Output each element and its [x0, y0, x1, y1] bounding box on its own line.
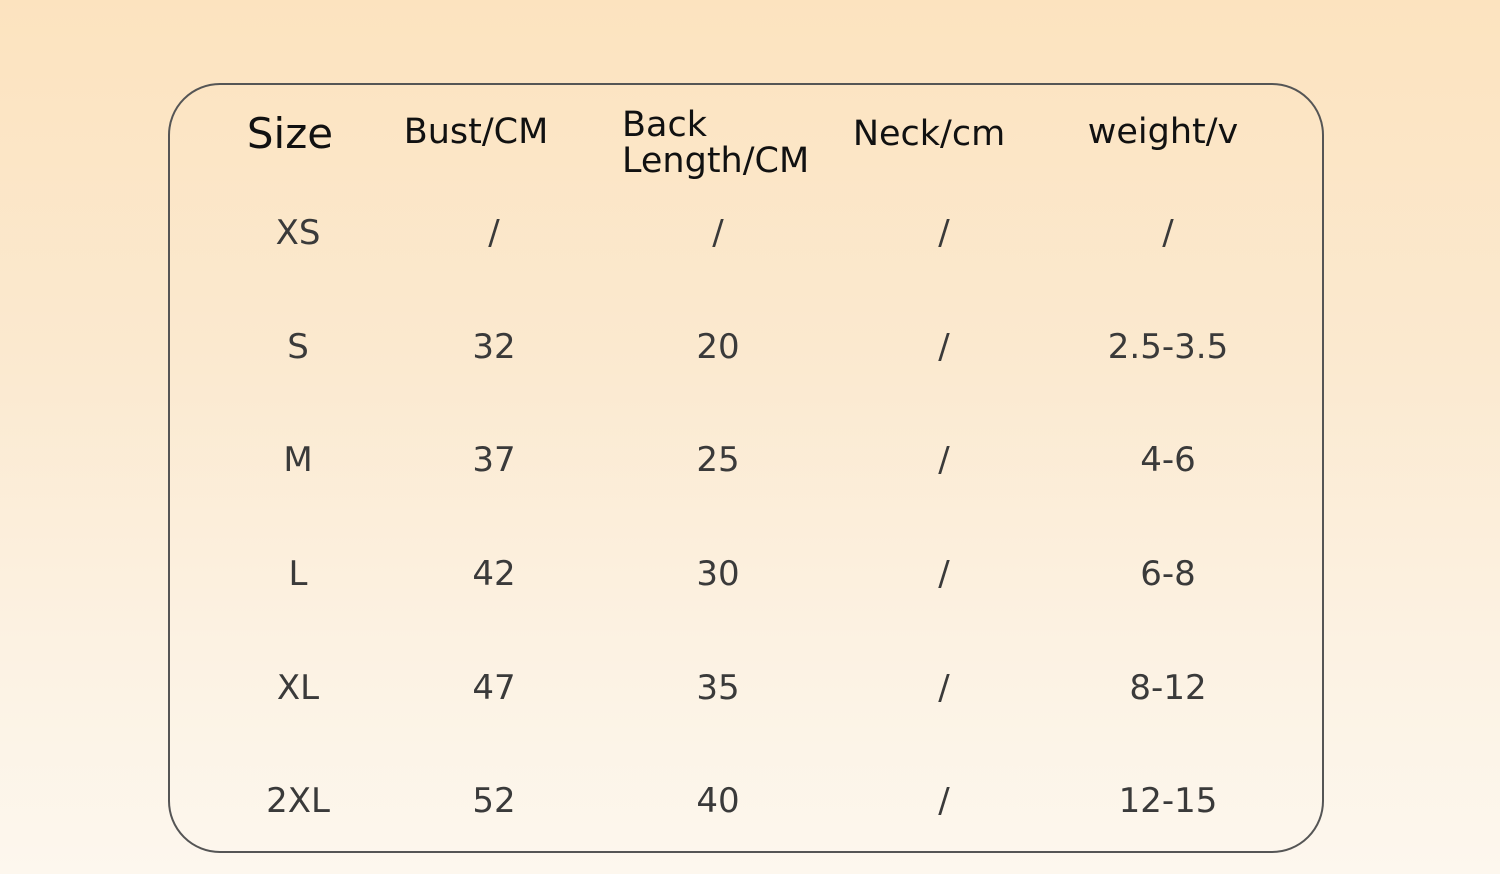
header-neck: Neck/cm: [852, 114, 1006, 154]
table-cell: /: [488, 213, 500, 253]
table-cell: 47: [472, 668, 516, 708]
table-cell: 20: [696, 327, 740, 367]
table-cell: 30: [696, 554, 740, 594]
table-cell: 52: [472, 781, 516, 821]
table-cell: 4-6: [1140, 440, 1196, 480]
table-cell: 35: [696, 668, 740, 708]
table-cell: XL: [276, 668, 320, 708]
table-cell: /: [938, 327, 950, 367]
table-cell: L: [288, 554, 308, 594]
table-cell: 6-8: [1140, 554, 1196, 594]
table-cell: XS: [275, 213, 321, 253]
table-cell: /: [938, 440, 950, 480]
table-cell: /: [1162, 213, 1174, 253]
table-cell: /: [938, 213, 950, 253]
table-cell: 32: [472, 327, 516, 367]
table-cell: 8-12: [1129, 668, 1207, 708]
table-cell: 37: [472, 440, 516, 480]
table-cell: 25: [696, 440, 740, 480]
table-cell: /: [938, 668, 950, 708]
size-chart-table: [168, 83, 1324, 853]
header-size: Size: [246, 109, 334, 158]
table-cell: /: [938, 781, 950, 821]
header-bust: Bust/CM: [403, 112, 549, 152]
header-back-length: Back Length/CM: [622, 105, 810, 181]
table-cell: M: [283, 440, 313, 480]
table-cell: 12-15: [1118, 781, 1218, 821]
table-cell: 42: [472, 554, 516, 594]
table-cell: 40: [696, 781, 740, 821]
table-cell: 2XL: [266, 781, 330, 821]
header-weight: weight/v: [1087, 112, 1239, 152]
table-cell: S: [287, 327, 309, 367]
table-cell: 2.5-3.5: [1107, 327, 1229, 367]
table-cell: /: [938, 554, 950, 594]
table-cell: /: [712, 213, 724, 253]
